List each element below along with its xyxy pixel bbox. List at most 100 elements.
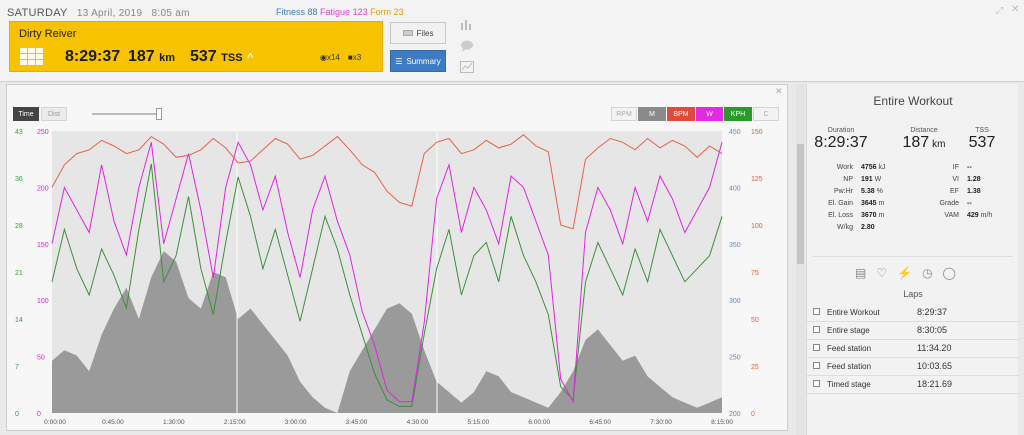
card-tss: 537 TSS ^ bbox=[190, 48, 253, 66]
x-axis-tick: 2:15:00 bbox=[224, 419, 246, 426]
stat-el-gain-label: El. Gain bbox=[828, 200, 853, 207]
panel-scrollbar[interactable] bbox=[796, 84, 805, 435]
lap-checkbox[interactable] bbox=[813, 308, 820, 315]
bpm-axis-tick: 125 bbox=[751, 176, 763, 183]
dist-toggle[interactable]: Dist bbox=[41, 107, 67, 121]
panel-scrollbar-thumb[interactable] bbox=[797, 144, 804, 264]
comment-bubble-icon[interactable] bbox=[460, 40, 474, 52]
series-btn-kph[interactable]: KPH bbox=[724, 107, 752, 121]
lap-row[interactable]: Entire stage 8:30:05 bbox=[807, 322, 1019, 340]
x-axis-tick: 7:30:00 bbox=[650, 419, 672, 426]
series-bpm bbox=[51, 134, 723, 230]
lap-time: 18:21.69 bbox=[917, 379, 953, 389]
stat-el-loss-value: 3670 m bbox=[861, 212, 885, 219]
elevation-axis-tick: 350 bbox=[729, 242, 741, 249]
zoom-slider[interactable] bbox=[92, 108, 162, 120]
watts-axis-tick: 150 bbox=[37, 242, 49, 249]
lap-name: Feed station bbox=[827, 362, 872, 371]
summary-button[interactable]: ☰ Summary bbox=[390, 50, 446, 72]
series-w bbox=[51, 140, 723, 404]
tss-value: 537 bbox=[968, 134, 996, 151]
workout-chart-panel: ✕ Time Dist RPM M BPM W KPH C 0 7 14 21 28 36… bbox=[6, 84, 788, 431]
workout-chart[interactable]: 0714212836430501001502002502002503003504… bbox=[7, 125, 787, 430]
medal-icon: ◉ bbox=[320, 53, 327, 62]
files-label: Files bbox=[416, 28, 434, 38]
lap-name: Feed station bbox=[827, 344, 872, 353]
circle-tab-icon[interactable]: ◯ bbox=[942, 266, 956, 280]
distance-value: 187 km bbox=[899, 134, 949, 152]
summary-label: Summary bbox=[406, 56, 441, 66]
series-btn-c[interactable]: C bbox=[753, 107, 779, 121]
distance-unit: km bbox=[932, 139, 946, 150]
bpm-axis-tick: 0 bbox=[751, 411, 755, 418]
x-axis-tick: 5:15:00 bbox=[468, 419, 490, 426]
lap-checkbox[interactable] bbox=[813, 326, 820, 333]
lap-row[interactable]: Feed station 11:34.20 bbox=[807, 340, 1019, 358]
workout-header: SATURDAY 13 April, 2019 8:05 am Fitness … bbox=[0, 0, 1024, 82]
card-tss-value: 537 bbox=[190, 48, 217, 65]
elevation-axis-tick: 400 bbox=[729, 185, 741, 192]
analysis-chart-icon[interactable] bbox=[460, 61, 474, 73]
series-btn-bpm[interactable]: BPM bbox=[667, 107, 695, 121]
pr-medal: ◉x14 bbox=[320, 53, 340, 62]
zoom-slider-handle[interactable] bbox=[156, 108, 162, 120]
date-line: SATURDAY 13 April, 2019 8:05 am bbox=[7, 7, 190, 19]
kph-axis-tick: 7 bbox=[15, 364, 19, 371]
workout-type-icon bbox=[20, 48, 43, 65]
stat-np-label: NP bbox=[843, 176, 853, 183]
summary-icon: ☰ bbox=[395, 56, 403, 66]
start-time: 8:05 am bbox=[151, 8, 190, 19]
bpm-axis-tick: 150 bbox=[751, 129, 763, 136]
lap-row[interactable]: Timed stage 18:21.69 bbox=[807, 376, 1019, 394]
duration-value: 8:29:37 bbox=[814, 134, 868, 151]
weekday: SATURDAY bbox=[7, 7, 68, 19]
elevation-axis-tick: 450 bbox=[729, 129, 741, 136]
lap-row[interactable]: Entire Workout 8:29:37 bbox=[807, 304, 1019, 322]
laps-title: Laps bbox=[903, 289, 923, 299]
lap-checkbox[interactable] bbox=[813, 362, 820, 369]
stat-vam-value: 429 m/h bbox=[967, 212, 993, 219]
time-toggle-label: Time bbox=[18, 110, 34, 118]
lap-checkbox[interactable] bbox=[813, 380, 820, 387]
card-tss-unit: TSS bbox=[221, 52, 243, 64]
lap-row[interactable]: Feed station 10:03.65 bbox=[807, 358, 1019, 376]
panel-divider bbox=[813, 256, 1013, 257]
dist-toggle-label: Dist bbox=[47, 110, 61, 118]
lap-time: 10:03.65 bbox=[917, 361, 953, 371]
power-tab-icon[interactable]: ⚡ bbox=[897, 266, 913, 280]
resize-icon[interactable]: ⤢ bbox=[996, 5, 1004, 15]
pr-count: x14 bbox=[326, 53, 340, 62]
chart-close-icon[interactable]: ✕ bbox=[775, 86, 783, 96]
lap-checkbox[interactable] bbox=[813, 344, 820, 351]
workout-summary-card[interactable]: Dirty Reiver 8:29:37 187 km 537 TSS ^ ◉x… bbox=[9, 21, 383, 72]
clock-tab-icon[interactable]: ◷ bbox=[922, 266, 933, 280]
elevation-axis-tick: 200 bbox=[729, 411, 741, 418]
kph-axis-tick: 14 bbox=[15, 317, 23, 324]
x-axis-tick: 8:15:00 bbox=[711, 419, 733, 426]
series-btn-rpm[interactable]: RPM bbox=[611, 107, 637, 121]
close-icon[interactable]: ✕ bbox=[1011, 4, 1020, 15]
lap-name: Entire Workout bbox=[827, 308, 880, 317]
stat-vam-label: VAM bbox=[944, 212, 959, 219]
stat-if-label: IF bbox=[952, 164, 959, 171]
watts-axis-tick: 0 bbox=[37, 411, 41, 418]
series-btn-w[interactable]: W bbox=[696, 107, 723, 121]
bpm-axis-tick: 25 bbox=[751, 364, 759, 371]
laps-tab-icon[interactable]: ▤ bbox=[855, 266, 867, 280]
files-icon bbox=[402, 30, 413, 36]
time-toggle[interactable]: Time bbox=[13, 107, 39, 121]
comments: ■x3 bbox=[348, 53, 361, 62]
series-btn-m[interactable]: M bbox=[638, 107, 666, 121]
stat-el-gain-value: 3645 m bbox=[861, 200, 885, 207]
distance-number: 187 bbox=[902, 134, 930, 151]
files-button[interactable]: Files bbox=[390, 22, 446, 44]
bar-chart-icon[interactable] bbox=[460, 18, 474, 30]
heart-tab-icon[interactable]: ♡ bbox=[876, 266, 888, 280]
date: 13 April, 2019 bbox=[76, 8, 143, 19]
summary-panel: Entire Workout Duration 8:29:37 Distance… bbox=[796, 84, 1019, 435]
stat-np-value: 191 W bbox=[861, 176, 882, 183]
elevation-axis-tick: 300 bbox=[729, 298, 741, 305]
tss-arrow-icon: ^ bbox=[247, 52, 254, 64]
series-btn-c-label: C bbox=[763, 110, 769, 118]
duration-label: Duration bbox=[827, 127, 855, 134]
